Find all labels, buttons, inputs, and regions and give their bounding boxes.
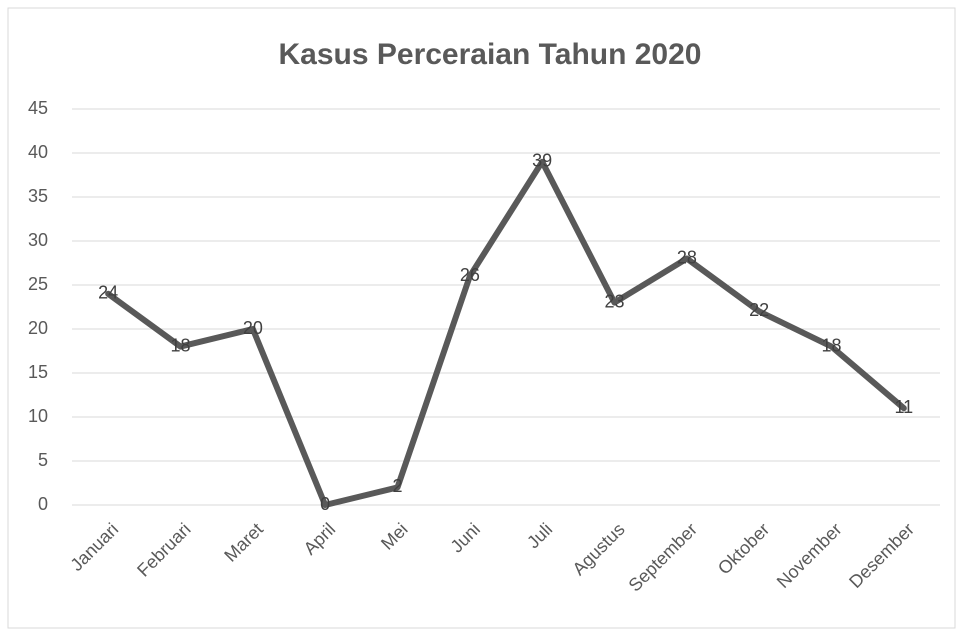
data-label: 26: [460, 265, 480, 285]
data-label: 23: [604, 291, 624, 311]
y-tick-label: 40: [28, 142, 48, 162]
y-tick-label: 30: [28, 230, 48, 250]
y-tick-label: 35: [28, 186, 48, 206]
data-label: 0: [320, 494, 330, 514]
y-tick-label: 45: [28, 98, 48, 118]
y-tick-label: 25: [28, 274, 48, 294]
data-label: 18: [170, 335, 190, 355]
y-tick-label: 5: [38, 450, 48, 470]
data-label: 11: [894, 397, 913, 417]
chart-title: Kasus Perceraian Tahun 2020: [279, 38, 702, 71]
data-label: 28: [677, 247, 697, 267]
y-tick-label: 0: [38, 494, 48, 514]
data-label: 24: [98, 283, 118, 303]
y-tick-label: 10: [28, 406, 48, 426]
y-tick-label: 15: [28, 362, 48, 382]
y-tick-label: 20: [28, 318, 48, 338]
data-label: 20: [243, 318, 263, 338]
data-label: 18: [821, 335, 841, 355]
data-label: 39: [532, 151, 552, 171]
data-label: 2: [392, 476, 402, 496]
chart-border: [7, 7, 956, 629]
data-line: [105, 158, 907, 508]
data-label: 22: [749, 300, 769, 320]
